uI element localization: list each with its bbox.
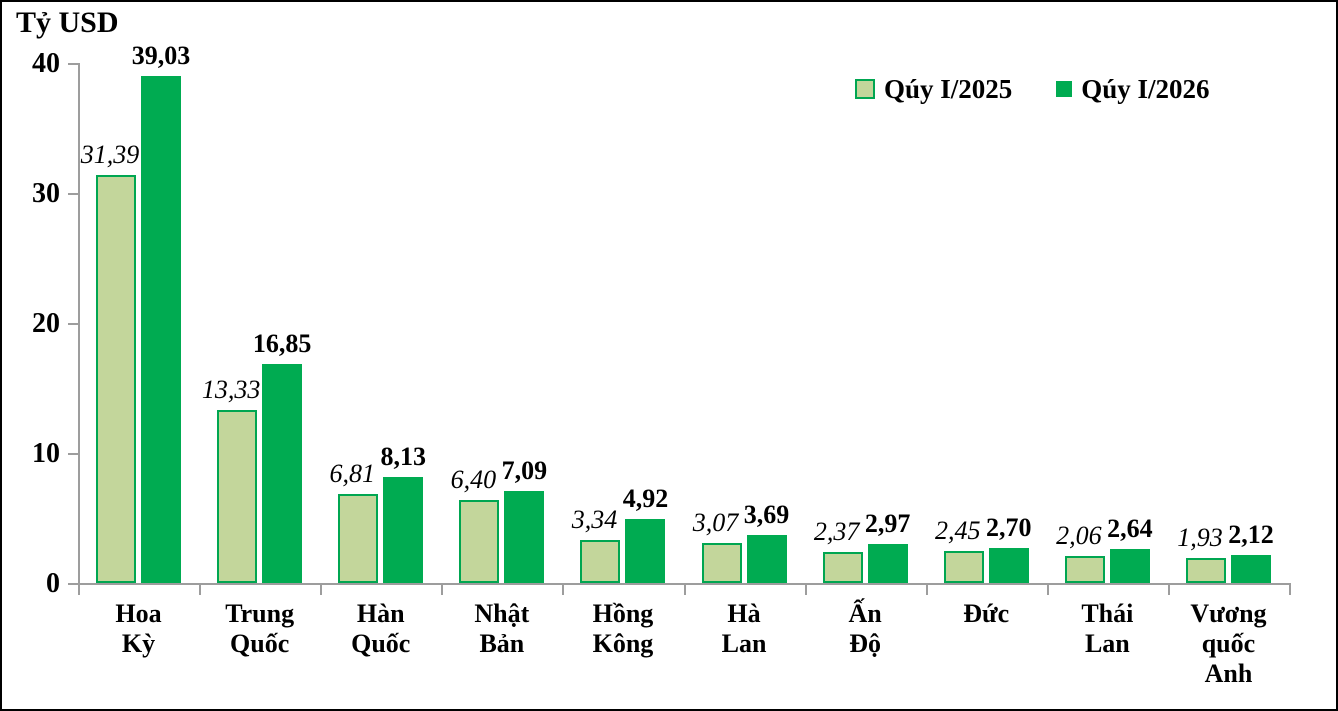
- x-axis-tick: [1289, 583, 1291, 595]
- bar-value-label-2025: 2,37: [813, 517, 860, 547]
- bar-value-label-2026: 16,85: [252, 328, 312, 358]
- bar-quy-2026: [383, 477, 424, 583]
- chart-title: Tỷ USD: [16, 6, 119, 39]
- bar-quy-2026: [1230, 555, 1271, 583]
- y-axis-tick: [68, 583, 78, 585]
- y-axis-tick-label: 40: [32, 48, 60, 79]
- x-axis-category-label: Nhật Bản: [474, 599, 530, 658]
- legend-item-2025: Qúy I/2025: [855, 74, 1012, 104]
- bar-quy-2026: [1109, 548, 1150, 583]
- x-axis-tick: [804, 583, 807, 595]
- x-axis-tick: [925, 583, 928, 595]
- x-axis-category-label: Đức: [963, 599, 1010, 628]
- x-axis-tick: [562, 583, 565, 595]
- bar-quy-2026: [625, 519, 666, 583]
- bar-value-label-2025: 2,45: [935, 516, 981, 546]
- bar-quy-2025: [822, 552, 863, 583]
- bar-quy-2025: [701, 543, 742, 583]
- x-axis-category-label: Hoa Kỳ: [115, 599, 162, 658]
- bar-quy-2026: [504, 490, 545, 583]
- bar-value-label-2025: 31,39: [80, 139, 140, 169]
- bar-value-label-2026: 2,97: [864, 509, 911, 539]
- x-axis-category-label: Vương quốc Anh: [1190, 599, 1267, 688]
- bar-quy-2026: [867, 544, 908, 583]
- bar-quy-2026: [141, 75, 182, 583]
- x-axis-category-label: Hàn Quốc: [351, 599, 411, 658]
- bar-value-label-2026: 8,13: [380, 442, 427, 472]
- legend-swatch-2025: [855, 79, 875, 99]
- bar-value-label-2025: 3,34: [571, 504, 618, 534]
- y-axis-line: [78, 63, 80, 585]
- x-axis-tick: [78, 583, 80, 595]
- x-axis-category-label: Trung Quốc: [225, 599, 295, 658]
- bar-quy-2025: [96, 174, 137, 583]
- x-axis-category-label: Hồng Kông: [592, 599, 654, 658]
- x-axis-category-label: Thái Lan: [1081, 599, 1134, 658]
- bar-value-label-2025: 6,40: [450, 464, 497, 494]
- bar-value-label-2026: 2,70: [986, 512, 1032, 542]
- bar-quy-2026: [262, 363, 303, 583]
- bar-value-label-2026: 3,69: [743, 500, 790, 530]
- y-axis-tick-label: 10: [32, 438, 60, 469]
- bar-value-label-2026: 2,64: [1107, 513, 1153, 543]
- y-axis-tick: [68, 323, 78, 325]
- bar-value-label-2026: 7,09: [501, 455, 548, 485]
- y-axis-tick-label: 0: [46, 568, 60, 599]
- bar-quy-2025: [217, 409, 258, 583]
- bar-quy-2026: [746, 535, 787, 583]
- legend: Qúy I/2025 Qúy I/2026: [855, 74, 1210, 104]
- bar-quy-2025: [943, 551, 984, 583]
- bar-quy-2025: [580, 539, 621, 583]
- bar-value-label-2025: 3,07: [692, 508, 739, 538]
- bar-quy-2026: [988, 547, 1029, 583]
- legend-item-2026: Qúy I/2026: [1056, 74, 1210, 104]
- bar-value-label-2026: 39,03: [131, 40, 191, 70]
- y-axis-tick: [68, 193, 78, 195]
- bar-quy-2025: [338, 494, 379, 583]
- x-axis-tick: [441, 583, 444, 595]
- y-axis-tick: [68, 453, 78, 455]
- legend-swatch-2026: [1056, 81, 1073, 97]
- bar-value-label-2025: 2,06: [1056, 521, 1102, 551]
- bar-value-label-2025: 1,93: [1177, 522, 1223, 552]
- legend-label-2025: Qúy I/2025: [884, 74, 1013, 104]
- bar-quy-2025: [459, 499, 500, 583]
- bar-value-label-2026: 4,92: [622, 484, 669, 514]
- x-axis-tick: [1046, 583, 1049, 595]
- bar-quy-2025: [1064, 556, 1105, 583]
- x-axis-tick: [1167, 583, 1170, 595]
- bar-value-label-2026: 2,12: [1228, 520, 1274, 550]
- legend-label-2026: Qúy I/2026: [1081, 74, 1210, 104]
- x-axis-tick: [683, 583, 686, 595]
- bar-quy-2025: [1185, 557, 1226, 583]
- y-axis-tick: [68, 63, 78, 65]
- y-axis-tick-label: 20: [32, 308, 60, 339]
- y-axis-tick-label: 30: [32, 178, 60, 209]
- x-axis-category-label: Ấn Độ: [848, 599, 882, 658]
- x-axis-category-label: Hà Lan: [721, 599, 767, 658]
- bar-value-label-2025: 6,81: [329, 459, 376, 489]
- x-axis-tick: [199, 583, 202, 595]
- x-axis-tick: [320, 583, 323, 595]
- bar-value-label-2025: 13,33: [201, 374, 261, 404]
